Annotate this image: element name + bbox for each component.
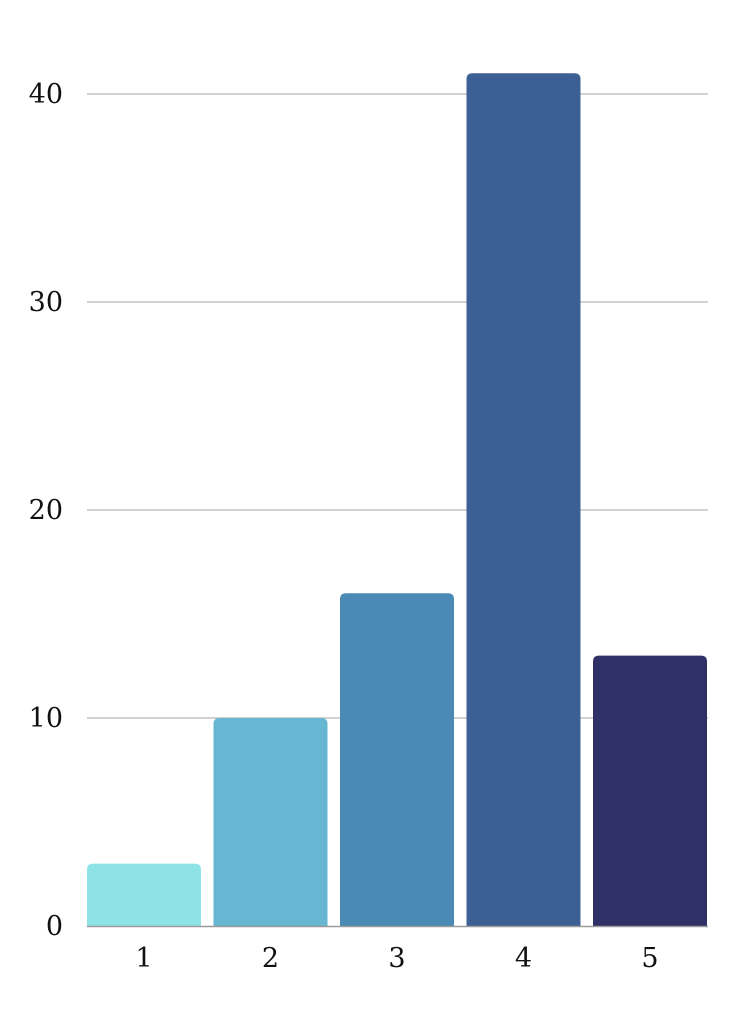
x-tick-label-3: 3	[388, 943, 405, 974]
y-tick-label-40: 40	[29, 79, 63, 110]
y-tick-label-10: 10	[29, 703, 63, 734]
bar-4	[466, 73, 581, 926]
y-tick-label-0: 0	[46, 911, 63, 942]
bar-2	[213, 718, 328, 926]
y-tick-label-30: 30	[29, 287, 63, 318]
y-tick-labels: 0 10 20 30 40	[29, 79, 63, 942]
x-tick-label-2: 2	[262, 943, 279, 974]
x-tick-labels: 1 2 3 4 5	[135, 943, 658, 974]
y-tick-label-20: 20	[29, 495, 63, 526]
bars	[87, 73, 707, 926]
x-tick-label-1: 1	[135, 943, 152, 974]
x-tick-label-4: 4	[515, 943, 532, 974]
bar-3	[340, 593, 454, 926]
bar-5	[593, 655, 707, 926]
x-tick-label-5: 5	[641, 943, 658, 974]
bar-1	[87, 863, 201, 926]
